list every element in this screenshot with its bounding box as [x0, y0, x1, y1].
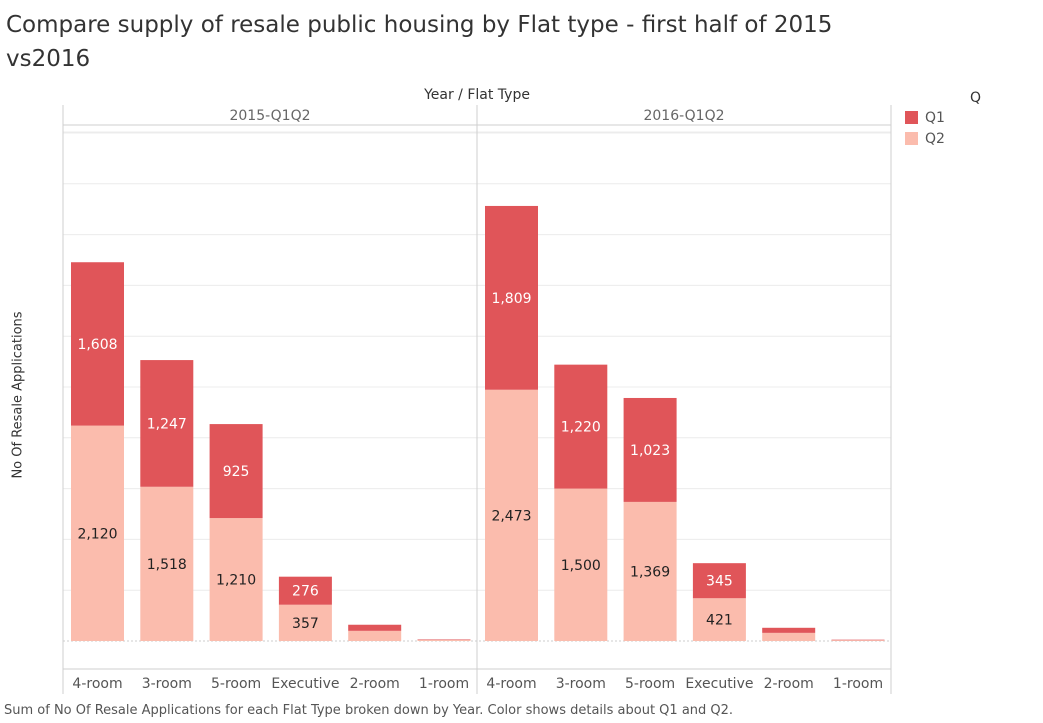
bar-q2-1-room[interactable] [417, 639, 471, 641]
bar-q2-5-room[interactable] [209, 518, 263, 641]
data-label-q2: 1,210 [216, 573, 256, 589]
data-label-q1: 1,023 [630, 443, 670, 459]
data-label-q2: 1,369 [630, 564, 670, 580]
panel-header-0: 2015-Q1Q2 [229, 108, 310, 124]
category-label: 3-room [142, 676, 192, 692]
data-label-q2: 2,473 [491, 508, 531, 524]
legend[interactable]: Q1 Q2 [905, 107, 945, 149]
bar-q1-5-room[interactable] [209, 424, 263, 519]
bar-q1-1-room[interactable] [417, 639, 471, 640]
category-label: Executive [271, 676, 339, 692]
legend-label-q1: Q1 [925, 109, 945, 126]
category-label: 3-room [556, 676, 606, 692]
legend-label-q2: Q2 [925, 130, 945, 147]
data-label-q2: 2,120 [77, 526, 117, 542]
data-label-q2: 1,518 [147, 557, 187, 573]
legend-item-q1[interactable]: Q1 [905, 107, 945, 128]
legend-swatch-q2 [905, 132, 918, 145]
data-label-q2: 357 [292, 616, 319, 632]
bar-q2-Executive[interactable] [692, 598, 746, 641]
bar-q2-1-room[interactable] [831, 640, 885, 641]
bar-q2-2-room[interactable] [348, 630, 402, 641]
legend-swatch-q1 [905, 111, 918, 124]
bar-q1-3-room[interactable] [554, 364, 608, 489]
data-label-q1: 345 [706, 574, 733, 590]
bar-q1-3-room[interactable] [140, 360, 194, 487]
bar-q1-4-room[interactable] [71, 262, 124, 426]
bar-q1-4-room[interactable] [485, 205, 538, 390]
bar-q1-1-room[interactable] [831, 639, 885, 641]
data-label-q2: 421 [706, 613, 733, 629]
data-label-q2: 1,500 [561, 558, 601, 574]
data-label-q1: 276 [292, 584, 319, 600]
legend-title: Q [970, 90, 982, 106]
data-label-q1: 1,809 [491, 291, 531, 307]
data-label-q1: 1,220 [561, 420, 601, 436]
category-label: 4-room [486, 676, 536, 692]
category-label: Executive [685, 676, 753, 692]
bar-q2-4-room[interactable] [71, 425, 124, 641]
category-label: 4-room [72, 676, 122, 692]
category-label: 2-room [764, 676, 814, 692]
panel-header-1: 2016-Q1Q2 [643, 108, 724, 124]
bar-q1-5-room[interactable] [623, 397, 677, 502]
bar-q1-Executive[interactable] [278, 576, 332, 605]
bar-q2-Executive[interactable] [278, 604, 332, 641]
category-label: 1-room [833, 676, 883, 692]
category-label: 1-room [419, 676, 469, 692]
chart-title: Compare supply of resale public housing … [6, 12, 833, 72]
chart-caption: Sum of No Of Resale Applications for eac… [4, 703, 734, 718]
bar-q1-2-room[interactable] [762, 627, 816, 633]
data-label-q1: 1,608 [77, 337, 117, 353]
data-label-q1: 1,247 [147, 416, 187, 432]
legend-item-q2[interactable]: Q2 [905, 128, 945, 149]
bar-q2-5-room[interactable] [623, 501, 677, 641]
bar-q2-4-room[interactable] [485, 389, 538, 641]
bar-q2-2-room[interactable] [762, 632, 816, 641]
bar-q2-3-room[interactable] [554, 488, 608, 641]
data-label-q1: 925 [223, 464, 250, 480]
bar-q1-Executive[interactable] [692, 563, 746, 599]
column-header: Year / Flat Type [424, 87, 530, 103]
category-label: 5-room [625, 676, 675, 692]
category-label: 2-room [350, 676, 400, 692]
category-label: 5-room [211, 676, 261, 692]
bar-q2-3-room[interactable] [140, 486, 194, 641]
bar-q1-2-room[interactable] [348, 624, 402, 631]
